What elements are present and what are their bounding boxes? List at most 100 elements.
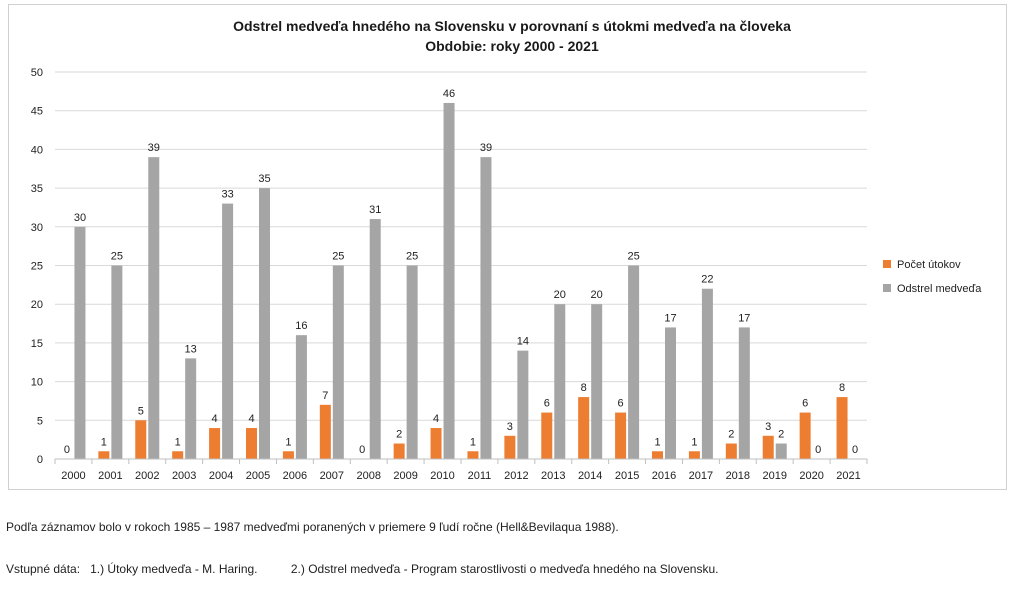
bar-attacks	[282, 451, 294, 459]
data-label: 20	[591, 289, 603, 301]
data-label: 3	[765, 421, 771, 433]
bar-attacks	[578, 397, 590, 459]
x-axis: 2000 2001 2002 2003 2004 2005 2006 2007 2008 2009…	[54, 458, 868, 482]
x-tick-label: 2008	[356, 470, 380, 482]
x-tick-label: 2001	[98, 470, 122, 482]
x-tick-label: 2017	[689, 470, 713, 482]
data-label: 17	[738, 312, 750, 324]
x-tick-label: 2009	[393, 470, 417, 482]
bar-culling	[111, 265, 123, 459]
y-tick-label: 20	[31, 299, 43, 311]
bar-culling	[701, 288, 713, 459]
x-tick-label: 2004	[209, 470, 233, 482]
x-tick-label: 2006	[283, 470, 307, 482]
bar-culling	[665, 327, 676, 459]
source-1: 1.) Útoky medveďa - M. Haring.	[90, 562, 258, 576]
x-tick-label: 2011	[468, 470, 492, 482]
y-axis: 0 5 10 15 20 25 30 35 40 45 50	[31, 67, 43, 466]
data-label: 1	[285, 436, 291, 448]
data-label: 25	[627, 251, 639, 263]
x-tick-label: 2005	[246, 470, 270, 482]
bar-attacks	[725, 443, 737, 459]
data-label: 0	[815, 444, 821, 456]
data-label: 39	[480, 142, 492, 154]
bar-attacks	[799, 412, 811, 459]
bar-attacks	[762, 435, 774, 459]
y-tick-label: 10	[31, 377, 43, 389]
data-label: 1	[101, 436, 107, 448]
data-label: 1	[175, 436, 181, 448]
legend: Počet útokov Odstrel medveďa	[883, 259, 982, 295]
data-label: 8	[581, 382, 587, 394]
x-tick-label: 2014	[578, 470, 602, 482]
bar-chart: Odstrel medveďa hnedého na Slovensku v p…	[31, 18, 983, 482]
data-label: 0	[852, 444, 858, 456]
x-tick-label: 2002	[135, 470, 159, 482]
y-tick-label: 35	[31, 183, 43, 195]
data-label: 2	[778, 429, 784, 441]
bar-attacks	[541, 412, 553, 459]
data-label: 4	[433, 413, 439, 425]
legend-label: Počet útokov	[897, 259, 961, 271]
y-tick-label: 45	[31, 106, 43, 118]
chart-frame	[8, 4, 1007, 490]
bar-attacks	[836, 397, 848, 459]
bar-culling	[148, 157, 160, 459]
data-label: 17	[664, 312, 676, 324]
bar-culling	[369, 219, 381, 459]
note-text: Podľa záznamov bolo v rokoch 1985 – 1987…	[6, 520, 619, 534]
chart-title: Odstrel medveďa hnedého na Slovensku v p…	[233, 18, 791, 34]
x-tick-label: 2007	[320, 470, 344, 482]
bar-attacks	[615, 412, 627, 459]
bar-culling	[222, 203, 234, 459]
data-label: 1	[691, 436, 697, 448]
data-label: 8	[839, 382, 845, 394]
bar-culling	[259, 188, 270, 459]
bar-attacks	[430, 428, 442, 459]
x-tick-label: 2018	[726, 470, 750, 482]
x-tick-label: 2013	[541, 470, 565, 482]
data-label: 1	[654, 436, 660, 448]
bar-attacks	[652, 451, 663, 459]
x-tick-label: 2003	[172, 470, 196, 482]
bar-culling	[775, 443, 787, 459]
y-tick-label: 15	[31, 338, 43, 350]
bar-culling	[591, 304, 603, 459]
bar-culling	[554, 304, 566, 459]
data-label: 35	[258, 173, 270, 185]
y-tick-label: 0	[37, 454, 43, 466]
data-label: 2	[396, 429, 402, 441]
data-label: 46	[443, 88, 455, 100]
data-label: 22	[701, 274, 713, 286]
sources-label: Vstupné dáta:	[6, 562, 81, 576]
data-label: 30	[74, 212, 86, 224]
y-tick-label: 5	[37, 415, 43, 427]
bar-attacks	[319, 404, 331, 459]
data-label: 7	[322, 390, 328, 402]
bar-culling	[517, 350, 529, 459]
legend-label: Odstrel medveďa	[897, 283, 982, 295]
data-label: 4	[248, 413, 254, 425]
data-label: 2	[728, 429, 734, 441]
bar-culling	[443, 102, 455, 460]
bar-attacks	[393, 443, 405, 459]
data-label: 25	[406, 251, 418, 263]
x-tick-label: 2016	[652, 470, 676, 482]
bar-attacks	[504, 435, 516, 459]
data-label: 0	[359, 444, 365, 456]
data-label: 14	[517, 336, 529, 348]
data-label: 1	[470, 436, 476, 448]
x-tick-label: 2020	[799, 470, 823, 482]
bar-culling	[628, 265, 640, 459]
bar-culling	[74, 226, 86, 459]
bar-culling	[295, 335, 307, 459]
y-tick-label: 30	[31, 222, 43, 234]
bar-culling	[332, 265, 344, 459]
x-tick-label: 2000	[61, 470, 85, 482]
bar-attacks	[135, 420, 147, 459]
sources-line: Vstupné dáta: 1.) Útoky medveďa - M. Har…	[6, 562, 718, 576]
data-label: 4	[212, 413, 218, 425]
data-label: 5	[138, 405, 144, 417]
x-tick-label: 2010	[430, 470, 454, 482]
